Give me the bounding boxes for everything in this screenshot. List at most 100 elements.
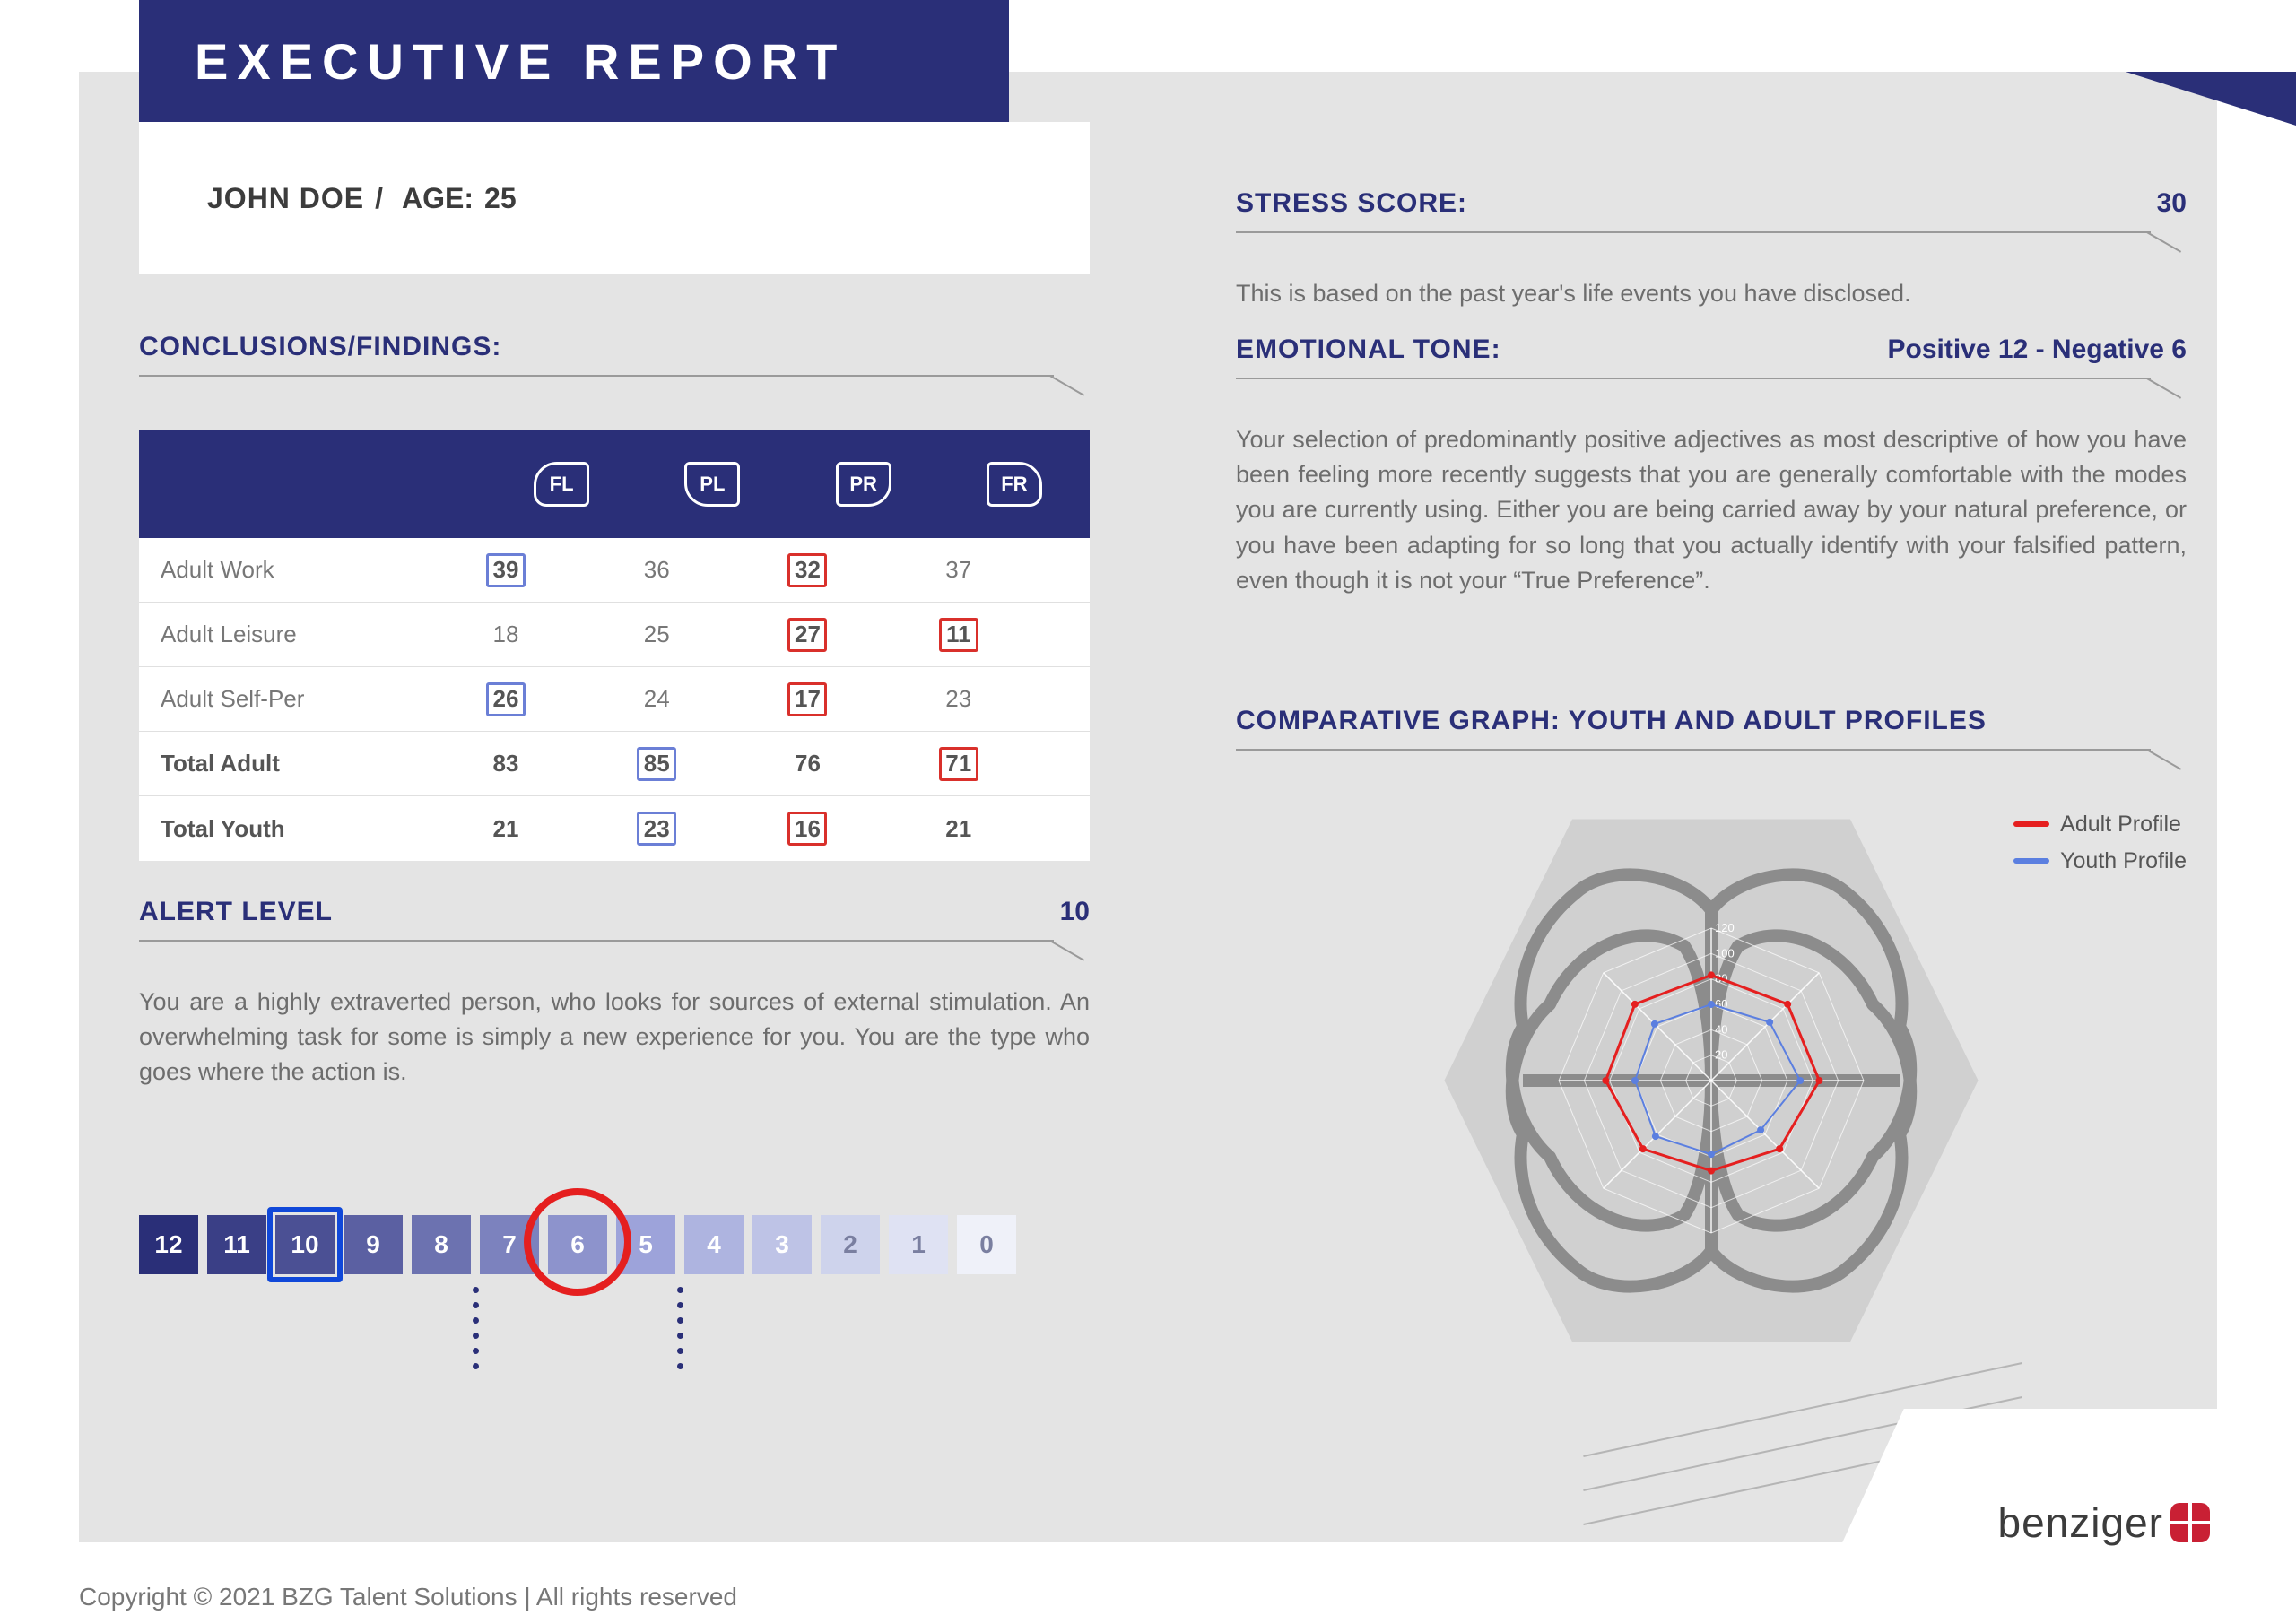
table-cell: 18: [486, 618, 637, 652]
alert-body: You are a highly extraverted person, who…: [139, 985, 1090, 1090]
brain-quadrant-icon: PL: [684, 462, 740, 507]
divider: [1236, 749, 2187, 769]
numstrip-circle-marker: [524, 1188, 631, 1296]
numstrip-selected-ring: [267, 1207, 343, 1282]
stress-body: This is based on the past year's life ev…: [1236, 276, 2187, 311]
divider: [1236, 231, 2187, 251]
header-title: EXECUTIVE REPORT: [195, 32, 846, 91]
table-cell-value: 23: [939, 682, 978, 716]
table-row: Adult Self-Per26 241723: [139, 667, 1090, 732]
table-row: Adult Leisure18 25 27 11: [139, 603, 1090, 667]
left-column: CONCLUSIONS/FINDINGS: FL PL PR FR Adult Wor…: [139, 332, 1090, 1274]
legend-item: Adult Profile: [2013, 812, 2187, 838]
table-row-label: Adult Leisure: [139, 621, 486, 648]
table-header-pr: PR: [787, 462, 938, 507]
table-row-label: Total Youth: [139, 815, 486, 843]
numstrip-box: 3: [752, 1215, 812, 1274]
table-cell: 23: [939, 682, 1090, 716]
table-cell: 21: [486, 812, 637, 846]
table-header-fr: FR: [939, 462, 1090, 507]
subject-age-label: AGE:: [402, 182, 474, 215]
table-header-row: FL PL PR FR: [139, 430, 1090, 538]
numstrip-dotted-divider: [677, 1287, 683, 1369]
numstrip-box: 0: [957, 1215, 1016, 1274]
table-row-label: Total Adult: [139, 750, 486, 777]
table-cell: 83: [486, 747, 637, 781]
table-cell: 25: [637, 618, 787, 652]
quadrant-table: FLPLPRFR Adult Work39363237Adult Leisure…: [139, 430, 1090, 861]
table-cell-value: 76: [787, 747, 827, 781]
logo-text: benziger: [1998, 1498, 2163, 1547]
numstrip-box: 1: [889, 1215, 948, 1274]
numstrip-box: 4: [684, 1215, 744, 1274]
table-cell: 11: [939, 618, 1090, 652]
table-row-label: Adult Self-Per: [139, 685, 486, 713]
table-row: Total Adult83 85 76 71: [139, 732, 1090, 796]
table-cell: 76: [787, 747, 938, 781]
brain-radar-svg: 20406080100120: [1460, 829, 1962, 1332]
stress-value: 30: [2157, 188, 2187, 219]
table-cell: 37: [939, 553, 1090, 587]
svg-text:100: 100: [1715, 946, 1735, 960]
table-cell: 24: [637, 682, 787, 716]
table-cell: 32: [787, 553, 938, 587]
subject-sep: /: [375, 182, 384, 215]
brain-quadrant-icon: FL: [534, 462, 589, 507]
table-cell-value: 27: [787, 618, 827, 652]
table-cell-value: 16: [787, 812, 827, 846]
divider: [1236, 378, 2187, 397]
conclusions-title: CONCLUSIONS/FINDINGS:: [139, 332, 1090, 362]
corner-triangle-ornament: [2126, 72, 2296, 126]
emotional-title: EMOTIONAL TONE:: [1236, 334, 1501, 365]
subject-name: JOHN DOE: [207, 182, 364, 215]
legend-item: Youth Profile: [2013, 848, 2187, 874]
table-cell: 27: [787, 618, 938, 652]
table-cell: 16: [787, 812, 938, 846]
table-cell-value: 71: [939, 747, 978, 781]
table-cell-value: 39: [486, 553, 526, 587]
legend-label: Youth Profile: [2060, 848, 2187, 874]
table-cell: 23: [637, 812, 787, 846]
table-cell-value: 37: [939, 553, 978, 587]
table-cell: 85: [637, 747, 787, 781]
svg-text:20: 20: [1715, 1048, 1727, 1062]
divider: [139, 940, 1090, 960]
footer-copyright: Copyright © 2021 BZG Talent Solutions | …: [79, 1583, 737, 1611]
numstrip-dotted-divider: [473, 1287, 479, 1369]
radar-legend: Adult Profile Youth Profile: [2013, 812, 2187, 885]
stress-title: STRESS SCORE:: [1236, 188, 1467, 219]
logo-mark-icon: [2170, 1503, 2210, 1542]
table-cell: 17: [787, 682, 938, 716]
table-cell-value: 85: [637, 747, 676, 781]
numstrip-box: 9: [344, 1215, 403, 1274]
table-cell: 39: [486, 553, 637, 587]
table-cell: 71: [939, 747, 1090, 781]
table-header-pl: PL: [637, 462, 787, 507]
benziger-logo: benziger: [1998, 1498, 2210, 1547]
table-row: Adult Work39363237: [139, 538, 1090, 603]
alert-value: 10: [1060, 897, 1090, 927]
table-cell-value: 25: [637, 618, 676, 652]
table-cell-value: 21: [939, 812, 978, 846]
svg-text:120: 120: [1715, 921, 1735, 934]
numstrip-box: 12: [139, 1215, 198, 1274]
brain-quadrant-icon: FR: [987, 462, 1042, 507]
radar-chart: 20406080100120: [1397, 794, 2025, 1368]
table-header-fl: FL: [486, 462, 637, 507]
table-cell-value: 18: [486, 618, 526, 652]
table-cell-value: 11: [939, 618, 978, 652]
table-row: Total Youth21231621: [139, 796, 1090, 861]
legend-label: Adult Profile: [2060, 812, 2181, 838]
alert-title: ALERT LEVEL: [139, 897, 333, 927]
table-cell-value: 26: [486, 682, 526, 716]
numstrip-box: 11: [207, 1215, 266, 1274]
emotional-value: Positive 12 - Negative 6: [1888, 334, 2187, 365]
numstrip-box: 2: [821, 1215, 880, 1274]
right-column: STRESS SCORE: 30 This is based on the pa…: [1236, 188, 2187, 1368]
subject-age: 25: [484, 182, 517, 215]
comparative-title: COMPARATIVE GRAPH: YOUTH AND ADULT PROFI…: [1236, 706, 2187, 736]
table-cell-value: 83: [486, 747, 526, 781]
table-cell-value: 23: [637, 812, 676, 846]
divider: [139, 375, 1090, 395]
number-strip: 1211109876543210: [139, 1215, 1090, 1274]
